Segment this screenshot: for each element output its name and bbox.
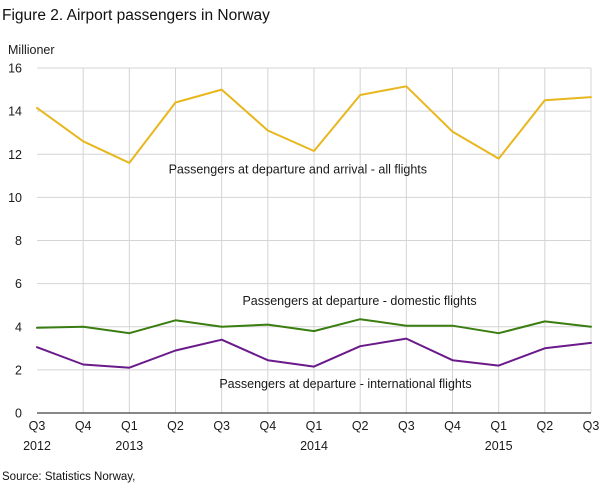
series-label: Passengers at departure and arrival - al…: [169, 163, 427, 177]
x-tick-label: Q4: [75, 419, 92, 433]
y-axis-unit-label: Millioner: [8, 43, 55, 57]
source-note: Source: Statistics Norway,: [2, 471, 136, 483]
x-tick-label: Q3: [29, 419, 46, 433]
y-tick-label: 6: [15, 277, 22, 291]
x-year-label: 2013: [115, 439, 143, 453]
gridlines: [37, 67, 592, 413]
x-tick-label: Q2: [352, 419, 369, 433]
x-tick-label: Q4: [259, 419, 276, 433]
y-tick-label: 10: [8, 191, 22, 205]
x-tick-label: Q2: [536, 419, 553, 433]
x-tick-label: Q4: [444, 419, 461, 433]
y-tick-label: 0: [15, 407, 22, 421]
series-line: [36, 85, 592, 164]
series-label: Passengers at departure - domestic fligh…: [242, 294, 476, 308]
y-tick-label: 8: [15, 234, 22, 248]
x-tick-label: Q2: [167, 419, 184, 433]
x-year-label: 2012: [23, 439, 51, 453]
x-tick-label: Q3: [213, 419, 230, 433]
y-tick-label: 16: [8, 62, 22, 76]
axes: 0 2 4 6 8 10 12 14 16 Q3 Q4 Q1 Q2 Q3 Q4 Q1 Q2 Q3 Q4 Q1 Q2 Q3 2…: [8, 62, 599, 454]
x-tick-label: Q1: [306, 419, 323, 433]
series-labels: Passengers at departure and arrival - al…: [169, 163, 477, 392]
series-line: [36, 337, 592, 369]
x-tick-label: Q1: [490, 419, 507, 433]
y-tick-label: 12: [8, 148, 22, 162]
y-tick-label: 2: [15, 363, 22, 377]
series-lines: [36, 85, 592, 369]
chart-title: Figure 2. Airport passengers in Norway: [2, 7, 270, 24]
x-tick-label: Q3: [583, 419, 600, 433]
y-tick-label: 14: [8, 105, 22, 119]
x-year-label: 2015: [485, 439, 513, 453]
x-tick-label: Q1: [121, 419, 138, 433]
x-tick-label: Q3: [398, 419, 415, 433]
series-label: Passengers at departure - international …: [219, 377, 471, 391]
series-line: [36, 318, 592, 335]
x-year-label: 2014: [300, 439, 328, 453]
y-tick-label: 4: [15, 320, 22, 334]
